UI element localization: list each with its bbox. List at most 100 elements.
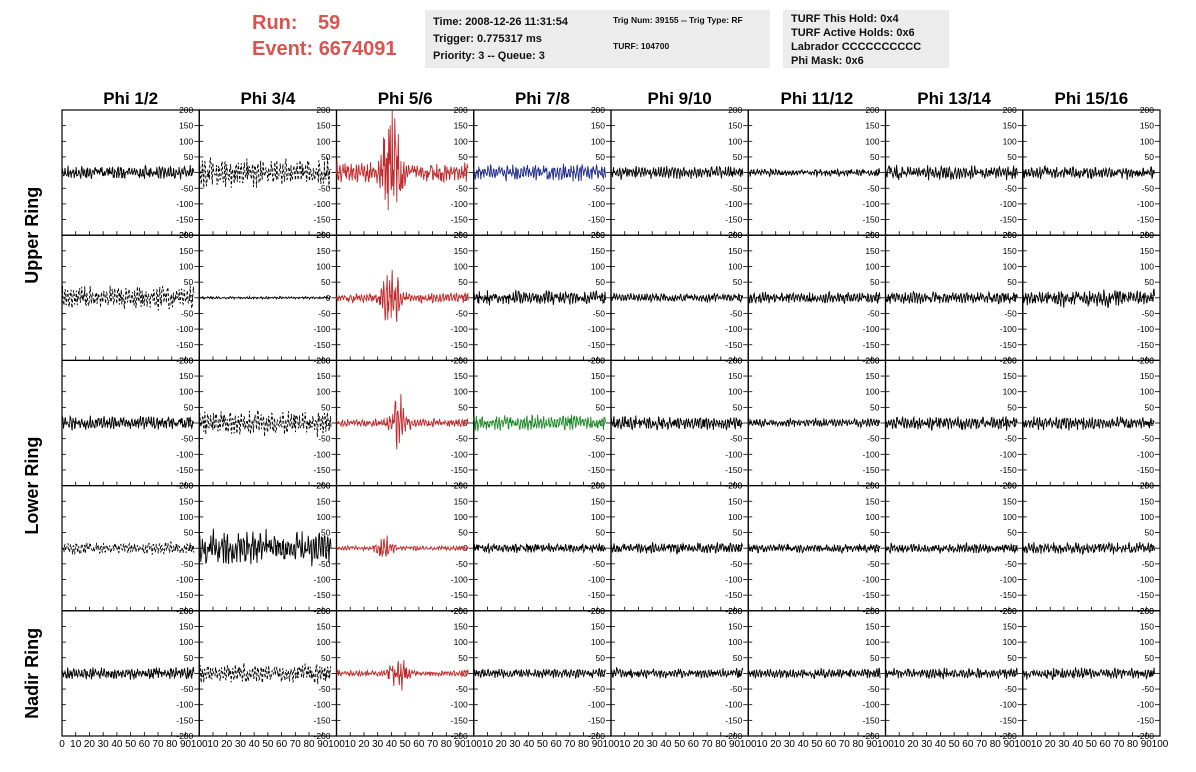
y-tick-label: 200 [454,481,468,491]
x-tick-label: 90 [1003,739,1015,750]
x-tick-label: 60 [1100,739,1112,750]
y-tick-label: -100 [862,575,879,585]
y-tick-label: -100 [725,449,742,459]
y-tick-label: -100 [176,700,193,710]
y-tick-label: 200 [1003,230,1017,240]
y-tick-label: -150 [313,465,330,475]
y-tick-label: -150 [176,715,193,725]
y-tick-label: 200 [316,230,330,240]
y-tick-label: -150 [725,465,742,475]
x-tick-label: 40 [249,739,261,750]
x-tick-label: 90 [180,739,192,750]
y-tick-label: 150 [1003,496,1017,506]
y-tick-label: 50 [458,653,468,663]
y-tick-label: -150 [1000,340,1017,350]
y-tick-label: 200 [1140,230,1154,240]
y-tick-label: 50 [1007,277,1017,287]
column-title: Phi 7/8 [515,89,570,108]
waveform-line [61,414,195,431]
y-tick-label: 100 [865,512,879,522]
y-tick-label: -100 [451,324,468,334]
y-tick-label: 150 [316,371,330,381]
y-tick-label: 100 [728,262,742,272]
x-tick-label: 90 [317,739,329,750]
column-title: Phi 3/4 [240,89,295,108]
x-tick-label: 80 [303,739,315,750]
y-tick-label: -100 [176,575,193,585]
y-tick-label: 50 [733,528,743,538]
y-tick-label: -100 [862,324,879,334]
y-tick-label: 150 [591,246,605,256]
y-tick-label: 0 [1012,543,1017,553]
x-tick-label: 100 [740,739,757,750]
time-info-box: Time: 2008-12-26 11:31:54 Trigger: 0.775… [425,10,615,68]
trigger-line: Trigger: 0.775317 ms [433,33,542,45]
y-tick-label: 100 [591,387,605,397]
y-tick-label: 50 [870,653,880,663]
y-tick-label: -150 [1000,590,1017,600]
y-tick-label: -200 [862,731,879,741]
y-tick-label: -150 [725,590,742,600]
ring-label: Nadir Ring [22,628,42,719]
y-tick-label: 200 [1140,481,1154,491]
y-tick-label: 50 [184,402,194,412]
x-tick-label: 90 [592,739,604,750]
y-tick-label: 200 [1003,355,1017,365]
y-tick-label: 0 [600,168,605,178]
y-tick-label: 200 [316,105,330,115]
y-tick-label: 200 [1003,606,1017,616]
y-tick-label: 100 [728,512,742,522]
y-tick-label: -100 [1000,449,1017,459]
waveform-line [473,289,606,306]
y-tick-label: 200 [316,606,330,616]
y-tick-label: 150 [865,246,879,256]
y-tick-label: -50 [730,308,743,318]
x-tick-label: 40 [798,739,810,750]
x-tick-label: 20 [496,739,508,750]
y-tick-label: -150 [862,590,879,600]
x-tick-label: 80 [715,739,727,750]
y-tick-label: 150 [454,246,468,256]
y-tick-label: -150 [1137,215,1154,225]
y-tick-label: -100 [451,575,468,585]
y-tick-label: 150 [179,121,193,131]
y-tick-label: 200 [316,355,330,365]
waveform-line [61,164,195,180]
waveform-line [1022,288,1155,308]
x-tick-label: 10 [756,739,768,750]
y-tick-label: 150 [1003,246,1017,256]
y-tick-label: 200 [316,481,330,491]
y-tick-label: 150 [728,621,742,631]
phi-mask-line: Phi Mask: 0x6 [791,55,864,67]
y-tick-label: -150 [176,465,193,475]
y-tick-label: 150 [1140,496,1154,506]
y-tick-label: 100 [591,512,605,522]
x-tick-label: 20 [358,739,370,750]
y-tick-label: 200 [179,105,193,115]
y-tick-label: 200 [591,105,605,115]
y-tick-label: -50 [1004,684,1017,694]
y-tick-label: 50 [321,528,331,538]
y-tick-label: 200 [591,355,605,365]
y-tick-label: -150 [725,215,742,225]
y-tick-label: -100 [313,575,330,585]
y-tick-label: 50 [596,653,606,663]
y-tick-label: 50 [870,152,880,162]
waveform-line [610,666,744,679]
x-tick-label: 60 [551,739,563,750]
waveform-line [747,543,881,555]
y-tick-label: 200 [179,230,193,240]
y-tick-label: 200 [454,606,468,616]
run-label: Run: [252,12,298,34]
